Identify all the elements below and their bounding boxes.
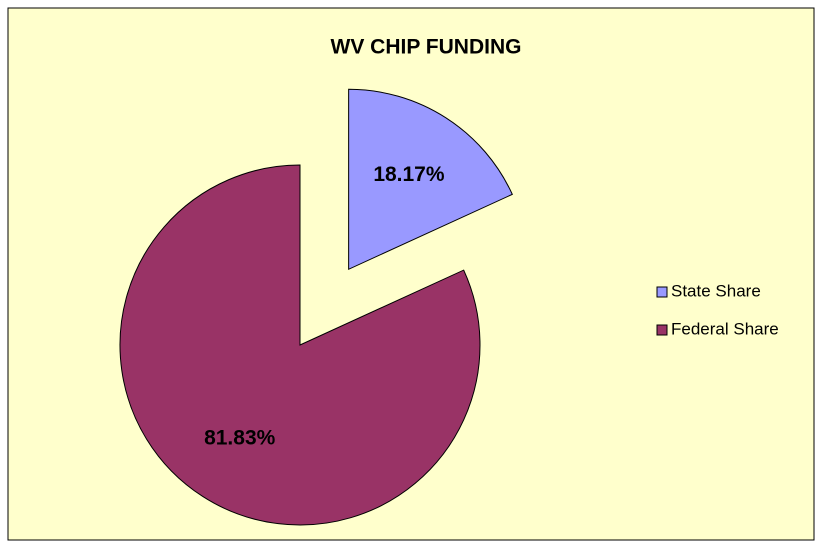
legend-label: State Share — [671, 281, 761, 300]
legend-swatch — [656, 286, 668, 298]
pie-slice — [348, 88, 513, 271]
data-label: 18.17% — [373, 163, 445, 186]
pie-slice — [119, 164, 481, 526]
data-label: 81.83% — [204, 426, 276, 449]
legend-label: Federal Share — [671, 319, 779, 338]
chart-title: WV CHIP FUNDING — [331, 36, 522, 59]
legend-swatch — [656, 324, 668, 336]
